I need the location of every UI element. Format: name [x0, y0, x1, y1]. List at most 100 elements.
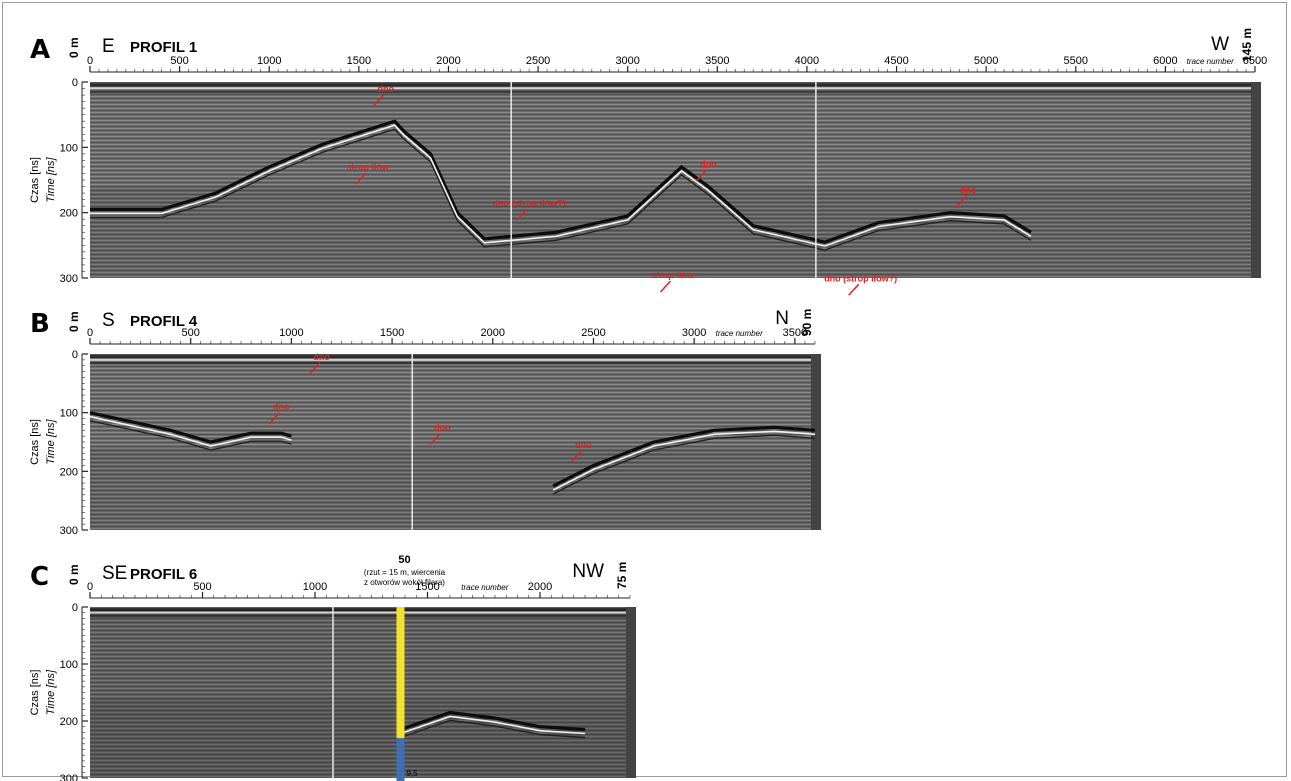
time-tick-label: 300 [60, 525, 78, 537]
trace-number-label: trace number [716, 329, 763, 338]
trace-tick-label: 2500 [581, 327, 605, 339]
annotation-label: dno [960, 185, 977, 195]
trace-tick-label: 1500 [380, 327, 404, 339]
direction-right: N [775, 308, 789, 329]
annotation-label: strop iłów [651, 270, 694, 280]
annotation-label: dno [313, 352, 330, 362]
trace-tick-label: 3500 [705, 55, 729, 67]
trace-tick-label: 2000 [436, 55, 460, 67]
annotation-label: dno (strop iłów?) [824, 273, 897, 283]
reflector [399, 710, 586, 732]
trace-tick-label: 500 [170, 55, 188, 67]
time-tick-label: 0 [72, 77, 78, 89]
time-axis-label-pl: Czas [ns] [29, 157, 41, 203]
annotation-arrow [516, 208, 528, 221]
trace-tick-label: 4000 [795, 55, 819, 67]
direction-left: E [102, 36, 115, 57]
trace-tick-label: 1500 [415, 581, 439, 593]
trace-tick-label: 5000 [974, 55, 998, 67]
annotation-arrow [429, 432, 441, 445]
end-distance: 145 m [1240, 28, 1254, 62]
annotation-label: dno (strop iłów?) [493, 198, 566, 208]
trace-tick-label: 1000 [279, 327, 303, 339]
reflector [89, 411, 292, 444]
trace-tick-label: 3500 [783, 327, 807, 339]
trace-tick-label: 6500 [1243, 55, 1267, 67]
end-distance: 75 m [615, 562, 629, 589]
direction-left: SE [102, 563, 127, 584]
trace-tick-label: 2000 [481, 327, 505, 339]
reflector [90, 119, 1032, 244]
depth-scale-strip [626, 607, 636, 778]
annotation-label: strop iłów [347, 162, 390, 172]
time-axis-label-en: Time [ns] [45, 669, 57, 715]
annotation-arrow [355, 172, 367, 185]
borehole-note-1: (rzut = 15 m, wiercenia [364, 568, 446, 577]
annotation-label: dno [575, 440, 592, 450]
trace-tick-label: 1500 [347, 55, 371, 67]
annotation-arrow [848, 283, 860, 296]
time-tick-label: 0 [72, 602, 78, 614]
reflector [552, 425, 816, 488]
trace-tick-label: 500 [182, 327, 200, 339]
borehole-number: 50 [398, 554, 410, 566]
annotation-label: dno [377, 84, 394, 94]
time-tick-label: 100 [60, 408, 78, 420]
trace-tick-label: 2500 [526, 55, 550, 67]
start-distance: 0 m [67, 37, 81, 58]
direction-left: S [102, 310, 115, 331]
time-axis-label-pl: Czas [ns] [29, 670, 41, 716]
borehole-note-2: z otworów wokół filara) [364, 578, 445, 587]
annotation-arrow [695, 169, 707, 182]
time-tick-label: 300 [60, 773, 78, 781]
direction-right: W [1211, 34, 1229, 55]
panel-letter: C [30, 562, 49, 592]
trace-number-label: trace number [1187, 57, 1234, 66]
annotation-label: dno [273, 402, 290, 412]
time-axis-label-pl: Czas [ns] [29, 419, 41, 465]
profile-title: PROFIL 1 [130, 39, 197, 56]
panel-letter: A [30, 35, 50, 65]
borehole-column-lower [396, 738, 405, 781]
trace-tick-label: 500 [193, 581, 211, 593]
radargram [90, 607, 630, 778]
time-tick-label: 200 [60, 466, 78, 478]
time-tick-label: 100 [60, 659, 78, 671]
annotation-arrow [373, 94, 385, 107]
annotation-arrow [955, 195, 967, 208]
trace-tick-label: 4500 [884, 55, 908, 67]
trace-tick-label: 1000 [257, 55, 281, 67]
trace-tick-label: 0 [87, 327, 93, 339]
annotation-arrow [268, 412, 280, 425]
trace-tick-label: 3000 [615, 55, 639, 67]
time-tick-label: 200 [60, 716, 78, 728]
trace-tick-label: 5500 [1064, 55, 1088, 67]
trace-tick-label: 1000 [303, 581, 327, 593]
time-tick-label: 100 [60, 142, 78, 154]
panel-letter: B [30, 309, 50, 339]
trace-tick-label: 0 [87, 581, 93, 593]
depth-scale-strip [811, 354, 821, 530]
time-tick-label: 0 [72, 349, 78, 361]
end-distance: 90 m [800, 309, 814, 336]
time-tick-label: 200 [60, 208, 78, 220]
start-distance: 0 m [67, 564, 81, 585]
trace-tick-label: 6000 [1153, 55, 1177, 67]
profile-title: PROFIL 6 [130, 566, 197, 583]
annotation-arrow [309, 362, 321, 375]
trace-tick-label: 3000 [682, 327, 706, 339]
annotation-label: dno [700, 159, 717, 169]
start-distance: 0 m [67, 311, 81, 332]
profile-title: PROFIL 4 [130, 313, 198, 330]
trace-tick-label: 2000 [528, 581, 552, 593]
borehole-depth-label: 9,5 [407, 769, 419, 778]
direction-right: NW [572, 561, 604, 582]
time-axis-label-en: Time [ns] [45, 156, 57, 202]
trace-tick-label: 0 [87, 55, 93, 67]
trace-number-label: trace number [461, 583, 508, 592]
